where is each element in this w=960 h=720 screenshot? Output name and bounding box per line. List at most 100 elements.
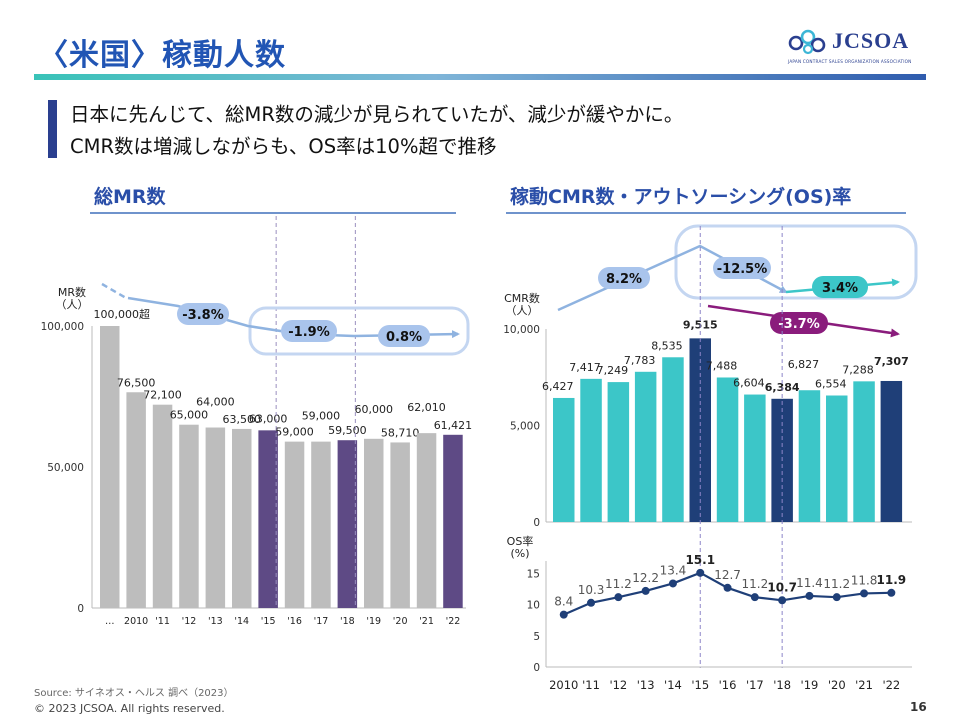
os-x-tick-label: '15 [691, 678, 709, 692]
cmr-data-label: 7,249 [597, 364, 629, 377]
mr-bar [337, 440, 358, 608]
mr-change-label-2-bg [281, 320, 337, 342]
cmr-data-label: 7,417 [569, 361, 601, 374]
os-data-label: 11.8 [851, 573, 878, 587]
mr-data-label: 72,100 [143, 389, 182, 402]
mr-bar [126, 392, 146, 608]
cmr-change-label-2-bg [713, 257, 771, 279]
os-x-tick-label: '18 [773, 678, 791, 692]
cmr-bar [716, 377, 739, 522]
mr-trend-arrow [127, 296, 460, 339]
mr-data-label: 59,500 [328, 424, 367, 437]
os-data-label: 12.7 [714, 568, 741, 582]
cmr-data-label: 7,488 [706, 359, 738, 372]
os-point [641, 586, 650, 595]
os-data-label: 11.2 [605, 577, 632, 591]
cmr-bar [744, 394, 766, 522]
mr-x-tick-label: '11 [155, 616, 170, 627]
cmr-data-label: 6,604 [733, 377, 765, 390]
cmr-bar [580, 378, 602, 522]
mr-x-tick-label: '17 [314, 616, 329, 627]
os-y-axis-label: OS率(%) [507, 534, 534, 560]
jcsoa-logo: JCSOA JAPAN CONTRACT SALES ORGANIZATION … [788, 26, 926, 72]
mr-data-label: 100,000超 [94, 307, 151, 321]
cmr-change-label-1: 8.2% [606, 272, 642, 287]
os-point [614, 593, 623, 602]
os-data-label: 11.2 [823, 577, 850, 591]
mr-x-tick-label: 2010 [124, 616, 148, 627]
page-title: 〈米国〉稼動人数 [38, 38, 286, 73]
mr-y-axis-label: MR数（人） [56, 286, 89, 311]
cmr-y-tick-label: 5,000 [510, 421, 540, 433]
os-x-tick-label: '11 [582, 678, 600, 692]
os-data-label: 8.4 [554, 595, 573, 609]
mr-bar [364, 438, 384, 608]
mr-bar [100, 326, 120, 608]
mr-x-tick-label: '18 [340, 616, 355, 627]
mr-bar [284, 441, 305, 608]
cmr-bar [607, 382, 630, 522]
cmr-os-heading-underline [506, 212, 906, 214]
mr-dashed-arrow [101, 282, 127, 300]
cmr-change-label-1-bg [598, 267, 650, 289]
os-point [887, 588, 896, 597]
mr-data-label: 61,421 [434, 419, 473, 432]
os-point [832, 593, 841, 602]
cmr-change-label-3: 3.4% [822, 281, 858, 296]
cmr-highlight-box [674, 224, 918, 300]
os-x-tick-label: '14 [664, 678, 682, 692]
cmr-data-label: 6,554 [815, 378, 847, 391]
cmr-change-label-4-bg [770, 312, 828, 334]
os-data-label: 10.7 [767, 580, 797, 594]
cmr-data-label: 6,827 [788, 358, 820, 371]
os-point [696, 568, 705, 577]
cmr-bar [798, 390, 821, 522]
cmr-bar [826, 395, 848, 522]
os-y-tick-label: 15 [527, 568, 540, 580]
os-data-label: 12.2 [632, 571, 659, 585]
os-x-tick-label: '22 [882, 678, 900, 692]
logo-text: JCSOA [832, 28, 910, 53]
mr-data-label: 59,000 [275, 426, 314, 439]
mr-change-label-1-bg [177, 303, 229, 325]
mr-x-tick-label: '16 [287, 616, 302, 627]
os-rate-line-chart: 0 5 10 15 OS率(%) 8.4 2010 10.3 '11 11.2 '12 12.2 '13… [507, 534, 912, 692]
mr-bar [258, 430, 278, 608]
mr-data-label: 62,010 [407, 401, 446, 414]
cmr-bar [634, 371, 657, 522]
mr-bar [232, 428, 252, 608]
os-y-tick-label: 5 [533, 631, 540, 643]
mr-bar [443, 434, 463, 608]
mr-y-tick-label: 0 [77, 603, 84, 615]
mr-data-label: 63,500 [223, 413, 262, 426]
os-point [668, 579, 677, 588]
cmr-data-label: 7,783 [624, 354, 656, 367]
mr-data-label: 64,000 [196, 396, 235, 409]
os-y-tick-label: 10 [527, 600, 540, 612]
cmr-data-label: 6,427 [542, 380, 574, 393]
cmr-y-axis-label: CMR数（人） [504, 292, 540, 317]
cmr-change-label-3-bg [812, 276, 868, 298]
cmr-change-label-2: -12.5% [717, 262, 768, 277]
cmr-data-label: 8,535 [651, 339, 683, 352]
os-point [723, 583, 732, 592]
cmr-bar [853, 381, 875, 522]
cmr-bar [880, 380, 903, 522]
os-x-tick-label: '20 [828, 678, 846, 692]
os-x-tick-label: '21 [855, 678, 873, 692]
os-x-tick-label: 2010 [549, 678, 578, 692]
mr-data-label: 65,000 [170, 409, 209, 422]
os-data-label: 11.4 [796, 576, 823, 590]
os-point [805, 591, 814, 600]
mr-y-tick-label: 50,000 [47, 462, 84, 474]
mr-bar [205, 427, 226, 608]
os-data-label: 10.3 [578, 583, 605, 597]
mr-x-tick-label: '19 [366, 616, 381, 627]
mr-change-label-2: -1.9% [288, 325, 329, 340]
os-data-label: 11.2 [741, 577, 768, 591]
page-number: 16 [910, 700, 927, 714]
os-point [860, 589, 869, 598]
jcsoa-logo-mark-icon [788, 29, 826, 55]
os-y-tick-label: 0 [533, 662, 540, 674]
